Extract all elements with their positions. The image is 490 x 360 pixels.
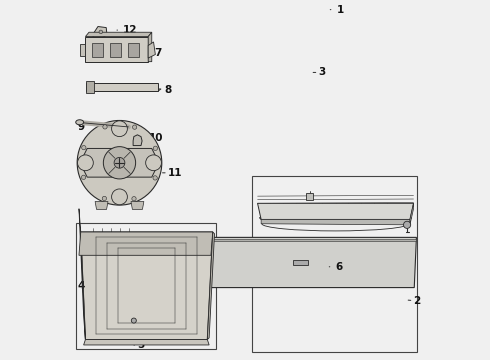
Polygon shape: [207, 232, 215, 339]
Polygon shape: [80, 44, 85, 56]
Circle shape: [81, 175, 86, 179]
Text: 12: 12: [117, 25, 138, 35]
Bar: [306, 193, 313, 200]
Text: 7: 7: [149, 48, 162, 58]
Polygon shape: [81, 232, 213, 339]
Polygon shape: [87, 83, 158, 91]
Ellipse shape: [76, 120, 84, 125]
Bar: [128, 43, 139, 57]
Text: 1: 1: [330, 5, 343, 15]
Circle shape: [153, 146, 158, 150]
Circle shape: [153, 176, 157, 180]
Text: 9: 9: [77, 122, 85, 132]
Circle shape: [403, 221, 411, 228]
Circle shape: [131, 318, 136, 323]
Polygon shape: [79, 209, 85, 339]
Polygon shape: [258, 203, 414, 220]
Circle shape: [99, 30, 102, 34]
Bar: [110, 43, 122, 57]
Bar: [252, 176, 417, 352]
Circle shape: [82, 145, 86, 150]
Text: 4: 4: [77, 281, 85, 291]
Circle shape: [102, 196, 106, 201]
Circle shape: [112, 121, 127, 136]
Text: 11: 11: [163, 168, 182, 178]
Bar: [76, 223, 216, 348]
Polygon shape: [148, 42, 155, 58]
Polygon shape: [85, 37, 148, 62]
Bar: [92, 43, 103, 57]
Text: 6: 6: [329, 262, 343, 272]
Polygon shape: [84, 339, 209, 345]
Circle shape: [132, 197, 136, 201]
Polygon shape: [87, 89, 161, 91]
Polygon shape: [186, 237, 191, 290]
Text: 2: 2: [408, 296, 421, 306]
Polygon shape: [189, 237, 416, 288]
Circle shape: [103, 125, 107, 129]
Text: 3: 3: [313, 67, 326, 77]
Polygon shape: [261, 220, 410, 225]
Polygon shape: [259, 218, 412, 220]
Polygon shape: [133, 135, 142, 145]
Polygon shape: [79, 232, 213, 255]
Polygon shape: [93, 27, 107, 39]
Circle shape: [114, 157, 125, 168]
Circle shape: [77, 155, 93, 171]
Polygon shape: [131, 202, 144, 210]
Polygon shape: [85, 32, 152, 37]
Text: 5: 5: [134, 340, 145, 350]
Circle shape: [146, 155, 161, 171]
Text: 10: 10: [143, 133, 163, 143]
Polygon shape: [410, 203, 414, 225]
Polygon shape: [191, 239, 416, 241]
Polygon shape: [84, 148, 155, 177]
Circle shape: [132, 125, 137, 129]
Bar: [87, 81, 95, 93]
Text: 8: 8: [159, 85, 172, 95]
Polygon shape: [95, 202, 108, 210]
Circle shape: [112, 189, 127, 205]
Circle shape: [103, 147, 136, 179]
Polygon shape: [148, 32, 152, 62]
Bar: [293, 260, 309, 265]
Circle shape: [77, 121, 162, 205]
